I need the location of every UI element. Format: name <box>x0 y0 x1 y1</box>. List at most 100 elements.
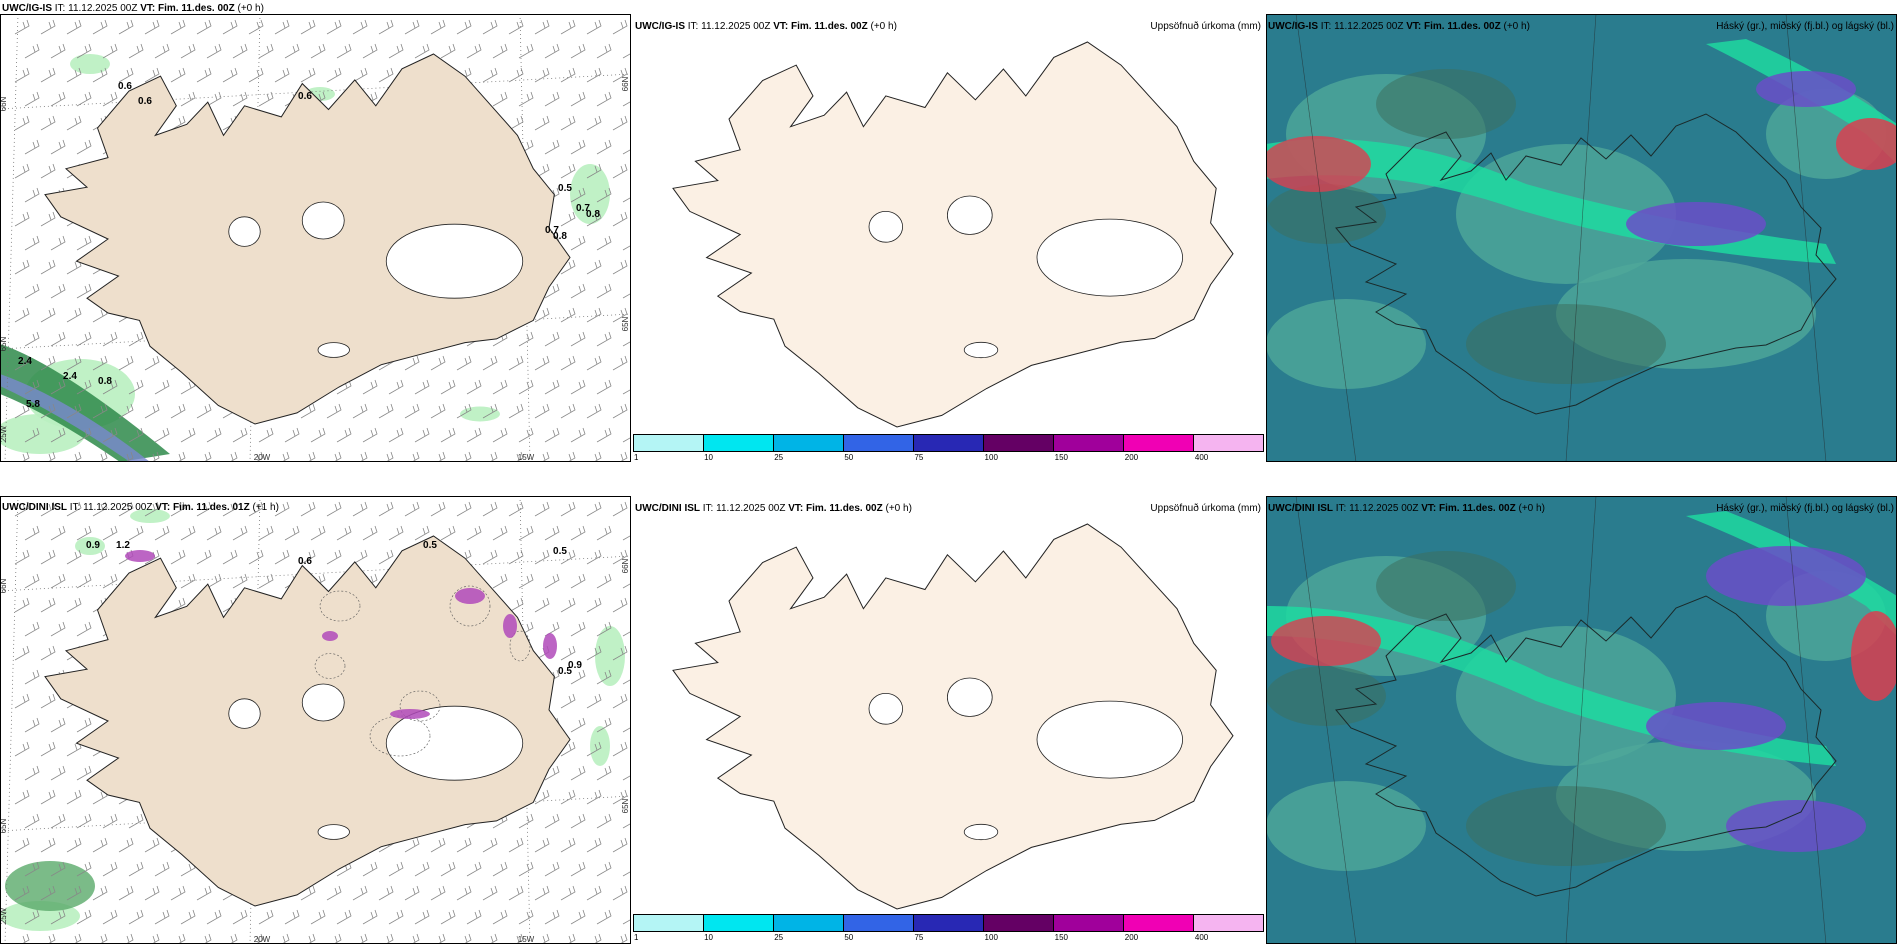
it-label: IT: <box>1335 503 1347 514</box>
panel-title: UWC/DINI ISL IT: 11.12.2025 00Z VT: Fim.… <box>635 503 912 514</box>
wind-barb <box>570 669 586 685</box>
wind-barb <box>560 115 576 131</box>
wind-barb <box>154 525 170 541</box>
wind-barb <box>352 885 368 901</box>
wind-barb <box>128 43 144 59</box>
wind-barb <box>144 67 160 83</box>
wind-barb <box>544 91 560 107</box>
wind-barb <box>196 549 212 565</box>
wind-barb <box>255 451 264 462</box>
wind-barb <box>76 43 92 59</box>
precip-area <box>570 164 610 224</box>
intense-cloud-core <box>1851 611 1897 701</box>
panel-variable: Háský (gr.), miðský (fj.bl.) og lágský (… <box>1716 503 1894 514</box>
wind-barb <box>248 501 264 517</box>
wind-barb <box>482 67 498 83</box>
wind-barb <box>612 211 628 227</box>
wind-barb <box>50 813 66 829</box>
wind-barb <box>482 355 498 371</box>
model-name: UWC/IG-IS <box>635 21 685 32</box>
panel-title: UWC/IG-IS IT: 11.12.2025 00Z VT: Fim. 11… <box>635 21 897 32</box>
glacier <box>1036 700 1184 779</box>
wind-barb <box>92 67 108 83</box>
wind-barb <box>66 19 82 35</box>
wind-barb <box>567 933 576 944</box>
intense-cloud-core <box>1836 118 1897 170</box>
lead-time: (+0 h) <box>1518 503 1545 514</box>
precip-value-label: 5.8 <box>26 399 40 410</box>
wind-barb <box>170 501 186 517</box>
wind-barb <box>300 19 316 35</box>
wind-barb <box>612 885 628 901</box>
heavy-precip-band <box>5 861 95 911</box>
wind-barb <box>300 885 316 901</box>
wind-barb <box>50 331 66 347</box>
wind-barb <box>534 67 550 83</box>
wind-barb <box>586 789 602 805</box>
wind-barb <box>378 549 394 565</box>
it-label: IT: <box>1320 21 1332 32</box>
wind-barb <box>40 501 56 517</box>
wind-barb <box>128 813 144 829</box>
wind-barb <box>76 139 92 155</box>
precip-value-label: 2.4 <box>18 356 32 367</box>
crosshatch-area <box>319 590 361 622</box>
wind-barb <box>128 379 144 395</box>
colorbar-tick-label: 50 <box>844 453 854 462</box>
low-cloud-band <box>1706 39 1897 164</box>
wind-barb <box>544 139 560 155</box>
wind-barb <box>24 621 40 637</box>
wind-barb <box>300 549 316 565</box>
colorbar-tick-label: 100 <box>984 453 998 462</box>
wind-barb <box>430 501 446 517</box>
glacier <box>317 824 350 840</box>
wind-barb <box>50 91 66 107</box>
wind-barb <box>492 91 508 107</box>
wind-barb <box>40 355 56 371</box>
wind-barb <box>508 837 524 853</box>
wind-barb <box>50 765 66 781</box>
precip-value-label: 0.8 <box>586 209 600 220</box>
wind-barb <box>586 259 602 275</box>
wind-barb <box>430 837 446 853</box>
wind-barb <box>76 573 92 589</box>
wind-barb <box>180 43 196 59</box>
wind-barb <box>206 909 222 925</box>
wind-barb <box>456 403 472 419</box>
wind-barb <box>206 573 222 589</box>
wind-barb <box>232 909 248 925</box>
wind-barb <box>336 909 352 925</box>
colorbar-tick-label: 200 <box>1124 453 1139 462</box>
wind-barb <box>274 19 290 35</box>
lead-time: (+0 h) <box>870 21 897 32</box>
wind-barb <box>560 645 576 661</box>
vt-label: VT: <box>1421 503 1437 514</box>
glacier <box>301 683 345 722</box>
wind-barb <box>66 597 82 613</box>
graticule-line <box>4 14 19 462</box>
wind-barb <box>570 379 586 395</box>
wind-barb <box>570 621 586 637</box>
wind-barb <box>482 549 498 565</box>
wind-barb <box>456 501 472 517</box>
wind-barb <box>76 283 92 299</box>
wind-barb <box>196 885 212 901</box>
wind-barb <box>622 864 631 877</box>
wind-barb <box>206 43 222 59</box>
wind-barb <box>326 67 342 83</box>
colorbar-tick-label: 1 <box>634 933 639 942</box>
wind-barb <box>118 403 134 419</box>
glacier <box>868 211 903 243</box>
high-cloud-area <box>1466 304 1666 384</box>
it-label: IT: <box>69 502 81 513</box>
wind-barb <box>300 403 316 419</box>
wind-barb <box>586 501 602 517</box>
wind-barb <box>14 163 30 179</box>
wind-barb <box>560 789 576 805</box>
wind-barb <box>180 427 196 443</box>
wind-barb <box>40 211 56 227</box>
wind-barb <box>40 549 56 565</box>
wind-barb <box>570 235 586 251</box>
it-value: 11.12.2025 00Z <box>716 503 786 514</box>
wind-barb <box>281 451 290 462</box>
